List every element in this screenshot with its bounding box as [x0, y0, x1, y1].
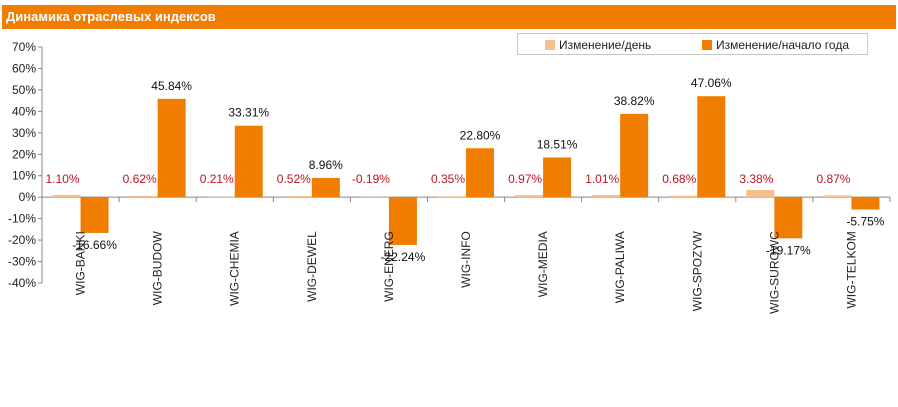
- data-label-ytd: 38.82%: [614, 94, 655, 108]
- data-label-daily: 0.52%: [277, 172, 311, 186]
- legend-item-ytd: Изменение/начало года: [702, 37, 849, 53]
- y-tick-label: 30%: [12, 126, 36, 140]
- y-tick-label: 40%: [12, 104, 36, 118]
- category-label: WIG-TELKOM: [844, 231, 858, 308]
- bar-ytd: [697, 96, 726, 198]
- bar-ytd: [466, 148, 494, 198]
- category-label: WIG-CHEMIA: [228, 231, 242, 306]
- bar-daily: [52, 194, 81, 198]
- y-tick-label: -30%: [8, 255, 36, 269]
- category-label: WIG-SPOZYW: [690, 231, 704, 312]
- data-label-ytd: 33.31%: [228, 106, 269, 120]
- bar-ytd: [80, 197, 109, 233]
- data-label-ytd: 8.96%: [309, 158, 343, 172]
- bar-daily: [360, 197, 389, 198]
- data-label-ytd: -19.17%: [766, 243, 811, 257]
- bar-ytd: [543, 157, 572, 198]
- data-label-daily: 1.01%: [585, 172, 619, 186]
- legend-swatch-ytd: [702, 40, 712, 50]
- category-label: WIG-MEDIA: [536, 231, 550, 297]
- category-label: WIG-DEWEL: [305, 231, 319, 302]
- bar-daily: [438, 196, 466, 198]
- category-label: WIG-BANKI: [74, 231, 88, 295]
- category-label: WIG-ENERG: [382, 231, 396, 302]
- chart-title: Динамика отраслевых индексов: [2, 5, 896, 29]
- y-tick-label: -40%: [8, 276, 36, 290]
- y-tick-label: -20%: [8, 233, 36, 247]
- data-label-daily: 0.87%: [816, 172, 850, 186]
- bar-ytd: [157, 98, 186, 198]
- category-label: WIG-SUROWC: [767, 231, 781, 314]
- bar-ytd: [851, 197, 880, 210]
- legend-item-daily: Изменение/день: [545, 37, 651, 53]
- data-label-ytd: 22.80%: [460, 128, 501, 142]
- data-label-ytd: 45.84%: [151, 79, 192, 93]
- data-label-ytd: -5.75%: [846, 215, 884, 229]
- category-label: WIG-INFO: [459, 231, 473, 288]
- bar-daily: [515, 195, 544, 198]
- data-label-daily: -0.19%: [352, 172, 390, 186]
- y-tick-label: 0%: [19, 190, 37, 204]
- data-label-daily: 0.62%: [123, 172, 157, 186]
- data-label-daily: 3.38%: [739, 172, 773, 186]
- data-label-ytd: -22.24%: [381, 250, 426, 264]
- y-tick-label: 50%: [12, 83, 36, 97]
- y-tick-label: 10%: [12, 169, 36, 183]
- data-label-daily: 0.35%: [431, 172, 465, 186]
- data-label-daily: 1.10%: [46, 172, 80, 186]
- legend: Изменение/день Изменение/начало года: [517, 33, 868, 55]
- bar-daily: [669, 195, 698, 198]
- bar-ytd: [620, 113, 649, 198]
- bar-daily: [746, 189, 775, 198]
- bar-daily: [823, 195, 852, 198]
- bar-ytd: [774, 197, 803, 239]
- data-label-ytd: 47.06%: [691, 76, 732, 90]
- category-label: WIG-PALIWA: [613, 231, 627, 303]
- data-label-ytd: 18.51%: [537, 137, 578, 151]
- bar-daily: [129, 195, 158, 198]
- data-label-daily: 0.21%: [200, 172, 234, 186]
- bar-ytd: [388, 197, 417, 245]
- bar-ytd: [311, 177, 340, 198]
- y-tick-label: -10%: [8, 212, 36, 226]
- data-label-ytd: -16.66%: [72, 238, 117, 252]
- bar-daily: [283, 196, 312, 198]
- bar-daily: [592, 195, 621, 198]
- data-label-daily: 0.97%: [508, 172, 542, 186]
- legend-label-daily: Изменение/день: [559, 38, 652, 52]
- category-label: WIG-BUDOW: [151, 231, 165, 306]
- bar-daily: [206, 196, 235, 198]
- y-tick-label: 70%: [12, 40, 36, 54]
- legend-swatch-daily: [545, 40, 555, 50]
- bar-ytd: [234, 125, 263, 198]
- y-tick-label: 60%: [12, 61, 36, 75]
- legend-label-ytd: Изменение/начало года: [716, 38, 849, 52]
- y-tick-label: 20%: [12, 147, 36, 161]
- data-label-daily: 0.68%: [662, 172, 696, 186]
